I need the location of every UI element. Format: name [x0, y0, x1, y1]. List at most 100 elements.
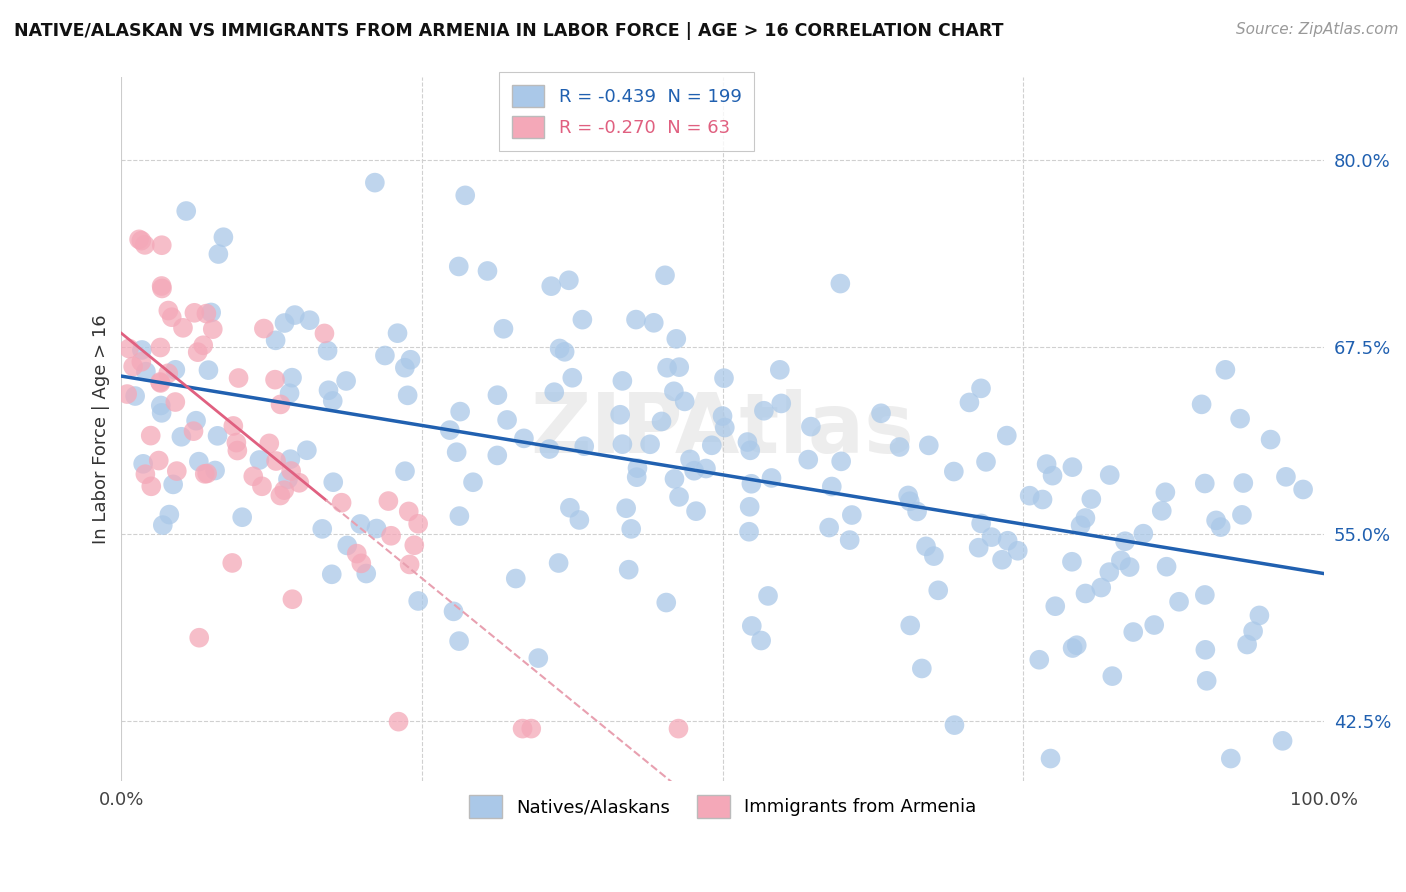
Point — [277, 472, 299, 486]
Point — [350, 557, 373, 571]
Point — [738, 500, 761, 514]
Point — [830, 277, 852, 291]
Point — [139, 428, 162, 442]
Point — [118, 342, 141, 356]
Point — [270, 397, 292, 411]
Point — [655, 360, 678, 375]
Point — [997, 533, 1019, 548]
Point — [830, 454, 852, 468]
Point — [943, 718, 966, 732]
Point — [149, 375, 172, 389]
Text: ZIPAtlas: ZIPAtlas — [530, 389, 915, 470]
Point — [197, 363, 219, 377]
Point — [752, 403, 775, 417]
Point — [1271, 734, 1294, 748]
Point — [183, 306, 205, 320]
Point — [149, 399, 172, 413]
Point — [492, 322, 515, 336]
Point — [150, 406, 173, 420]
Point — [259, 436, 281, 450]
Point — [1219, 751, 1241, 765]
Point — [187, 455, 209, 469]
Point — [115, 387, 138, 401]
Point — [231, 510, 253, 524]
Point — [797, 452, 820, 467]
Point — [486, 449, 509, 463]
Point — [321, 567, 343, 582]
Point — [443, 604, 465, 618]
Point — [513, 431, 536, 445]
Point — [264, 373, 287, 387]
Point — [1205, 513, 1227, 527]
Point — [756, 589, 779, 603]
Point — [295, 443, 318, 458]
Point — [396, 388, 419, 402]
Point — [654, 268, 676, 283]
Point — [1074, 511, 1097, 525]
Point — [1028, 653, 1050, 667]
Point — [157, 508, 180, 522]
Point — [520, 722, 543, 736]
Point — [638, 437, 661, 451]
Point — [201, 322, 224, 336]
Point — [316, 343, 339, 358]
Point — [1101, 669, 1123, 683]
Point — [668, 360, 690, 375]
Point — [132, 457, 155, 471]
Point — [664, 472, 686, 486]
Point — [264, 454, 287, 468]
Point — [253, 321, 276, 335]
Point — [204, 463, 226, 477]
Point — [558, 273, 581, 287]
Point — [249, 453, 271, 467]
Point — [166, 464, 188, 478]
Point — [957, 395, 980, 409]
Point — [898, 618, 921, 632]
Point — [1066, 638, 1088, 652]
Point — [160, 310, 183, 325]
Point — [250, 479, 273, 493]
Point — [311, 522, 333, 536]
Point — [387, 714, 409, 729]
Point — [374, 349, 396, 363]
Point — [818, 520, 841, 534]
Point — [1194, 643, 1216, 657]
Point — [242, 469, 264, 483]
Point — [131, 343, 153, 357]
Point — [228, 371, 250, 385]
Point — [662, 384, 685, 399]
Point — [821, 479, 844, 493]
Point — [264, 334, 287, 348]
Point — [1090, 581, 1112, 595]
Point — [280, 464, 302, 478]
Point — [322, 393, 344, 408]
Point — [184, 414, 207, 428]
Point — [207, 429, 229, 443]
Point — [322, 475, 344, 490]
Point — [770, 396, 793, 410]
Point — [974, 455, 997, 469]
Point — [942, 465, 965, 479]
Point — [740, 476, 762, 491]
Point — [449, 634, 471, 648]
Point — [970, 381, 993, 395]
Point — [643, 316, 665, 330]
Point — [195, 467, 218, 481]
Point — [398, 558, 420, 572]
Point — [1241, 624, 1264, 639]
Point — [387, 326, 409, 341]
Point — [122, 359, 145, 374]
Point — [394, 360, 416, 375]
Point — [668, 490, 690, 504]
Point — [150, 281, 173, 295]
Point — [612, 374, 634, 388]
Point — [149, 341, 172, 355]
Point — [651, 414, 673, 428]
Point — [398, 504, 420, 518]
Point — [150, 238, 173, 252]
Point — [991, 553, 1014, 567]
Point — [222, 419, 245, 434]
Point — [538, 442, 561, 456]
Point — [131, 355, 153, 369]
Point — [568, 513, 591, 527]
